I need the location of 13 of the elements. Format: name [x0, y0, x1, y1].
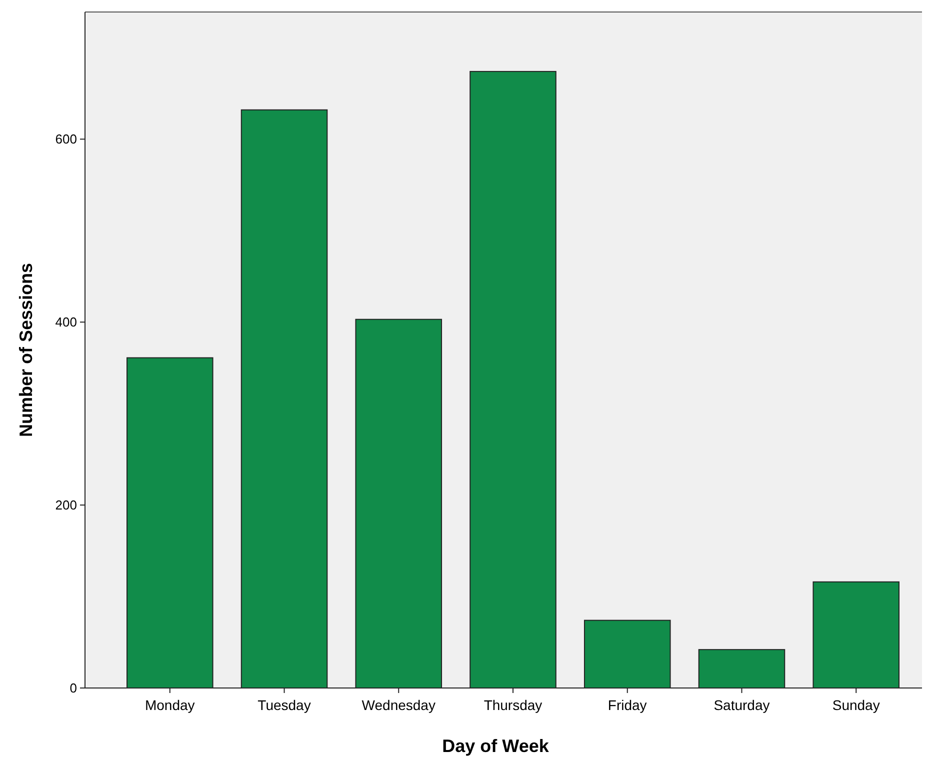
- x-axis-title: Day of Week: [442, 736, 550, 756]
- x-tick-label: Sunday: [832, 697, 880, 713]
- y-tick-label: 600: [55, 132, 77, 147]
- x-tick-label: Friday: [608, 697, 647, 713]
- y-tick-label: 400: [55, 314, 77, 330]
- x-tick-label: Tuesday: [258, 697, 311, 713]
- y-tick-label: 0: [70, 680, 77, 696]
- x-tick-label: Thursday: [484, 697, 542, 713]
- y-axis-title: Number of Sessions: [16, 262, 36, 438]
- y-tick-label: 200: [55, 498, 77, 513]
- x-tick-label: Saturday: [714, 697, 770, 713]
- x-tick-label: Wednesday: [362, 697, 436, 713]
- x-tick-label: Monday: [144, 697, 195, 713]
